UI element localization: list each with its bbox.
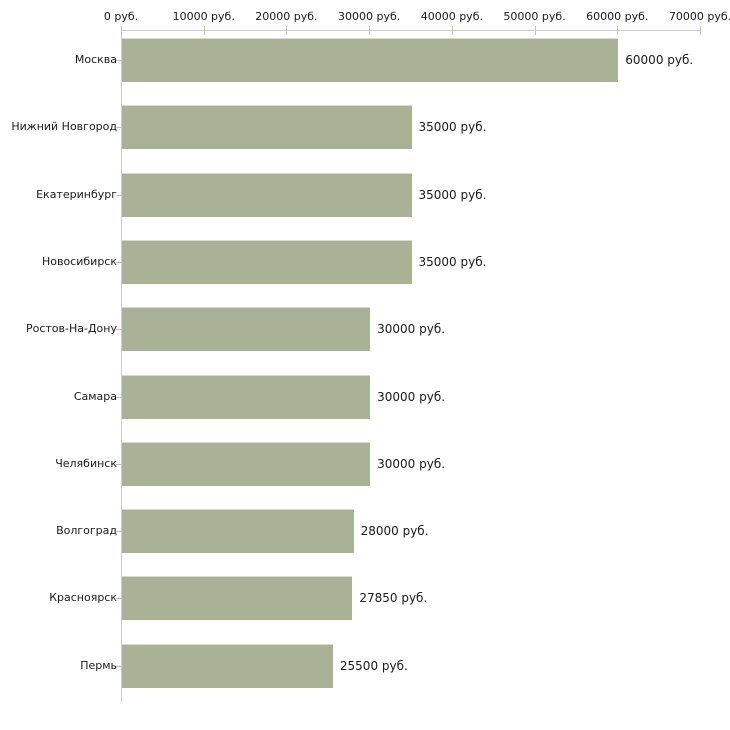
category-label: Новосибирск bbox=[41, 254, 117, 268]
y-axis-tick bbox=[116, 396, 121, 398]
category-label: Пермь bbox=[80, 658, 117, 672]
x-axis-tick bbox=[203, 26, 205, 35]
y-axis-tick bbox=[116, 598, 121, 600]
value-label: 30000 руб. bbox=[377, 389, 446, 404]
x-axis-tick bbox=[369, 26, 371, 35]
x-axis-tick-label: 50000 руб. bbox=[503, 10, 566, 23]
bar bbox=[122, 509, 354, 554]
value-label: 35000 руб. bbox=[418, 120, 487, 135]
x-axis-tick bbox=[700, 26, 701, 35]
x-axis-tick bbox=[286, 26, 288, 35]
bar bbox=[122, 38, 619, 82]
bar bbox=[122, 576, 353, 621]
category-label: Самара bbox=[73, 389, 117, 403]
value-label: 25500 руб. bbox=[339, 658, 408, 673]
category-label: Красноярск bbox=[49, 591, 117, 605]
category-label: Екатеринбург bbox=[36, 187, 117, 201]
value-label: 30000 руб. bbox=[377, 456, 446, 471]
y-axis-tick bbox=[116, 665, 121, 667]
x-axis-tick-label: 60000 руб. bbox=[586, 10, 649, 23]
category-label: Волгоград bbox=[56, 524, 117, 538]
x-axis-tick bbox=[121, 26, 122, 35]
x-axis-tick bbox=[534, 26, 536, 35]
y-axis-line bbox=[121, 30, 122, 702]
value-label: 27850 руб. bbox=[359, 591, 428, 606]
value-label: 60000 руб. bbox=[625, 53, 694, 67]
category-label: Москва bbox=[74, 53, 117, 66]
value-label: 28000 руб. bbox=[360, 524, 429, 539]
y-axis-tick bbox=[116, 60, 121, 61]
y-axis-tick bbox=[116, 329, 121, 331]
x-axis-tick-label: 70000 руб. bbox=[668, 10, 730, 23]
y-axis-tick bbox=[116, 194, 121, 196]
x-axis-tick-label: 20000 руб. bbox=[255, 10, 318, 23]
bar bbox=[122, 307, 371, 352]
y-axis-tick bbox=[116, 127, 121, 129]
bar bbox=[122, 643, 333, 688]
y-axis-tick bbox=[116, 531, 121, 533]
value-label: 30000 руб. bbox=[377, 322, 446, 337]
value-label: 35000 руб. bbox=[418, 187, 487, 202]
x-axis-tick-label: 30000 руб. bbox=[338, 10, 401, 23]
bar bbox=[122, 172, 412, 217]
y-axis-tick bbox=[116, 261, 121, 263]
x-axis-tick-label: 10000 руб. bbox=[172, 10, 235, 23]
x-axis-line bbox=[121, 30, 701, 31]
bar bbox=[122, 105, 412, 150]
x-axis-tick-label: 40000 руб. bbox=[420, 10, 483, 23]
value-label: 35000 руб. bbox=[418, 254, 487, 269]
x-axis-tick-label: 0 руб. bbox=[103, 10, 139, 23]
category-label: Ростов-На-Дону bbox=[25, 322, 117, 336]
bar bbox=[122, 374, 371, 419]
y-axis-tick bbox=[116, 463, 121, 465]
category-label: Челябинск bbox=[55, 456, 117, 470]
bar bbox=[122, 441, 371, 486]
bar bbox=[122, 239, 412, 284]
x-axis-tick bbox=[451, 26, 453, 35]
category-label: Нижний Новгород bbox=[11, 120, 117, 134]
x-axis-tick bbox=[617, 26, 619, 35]
